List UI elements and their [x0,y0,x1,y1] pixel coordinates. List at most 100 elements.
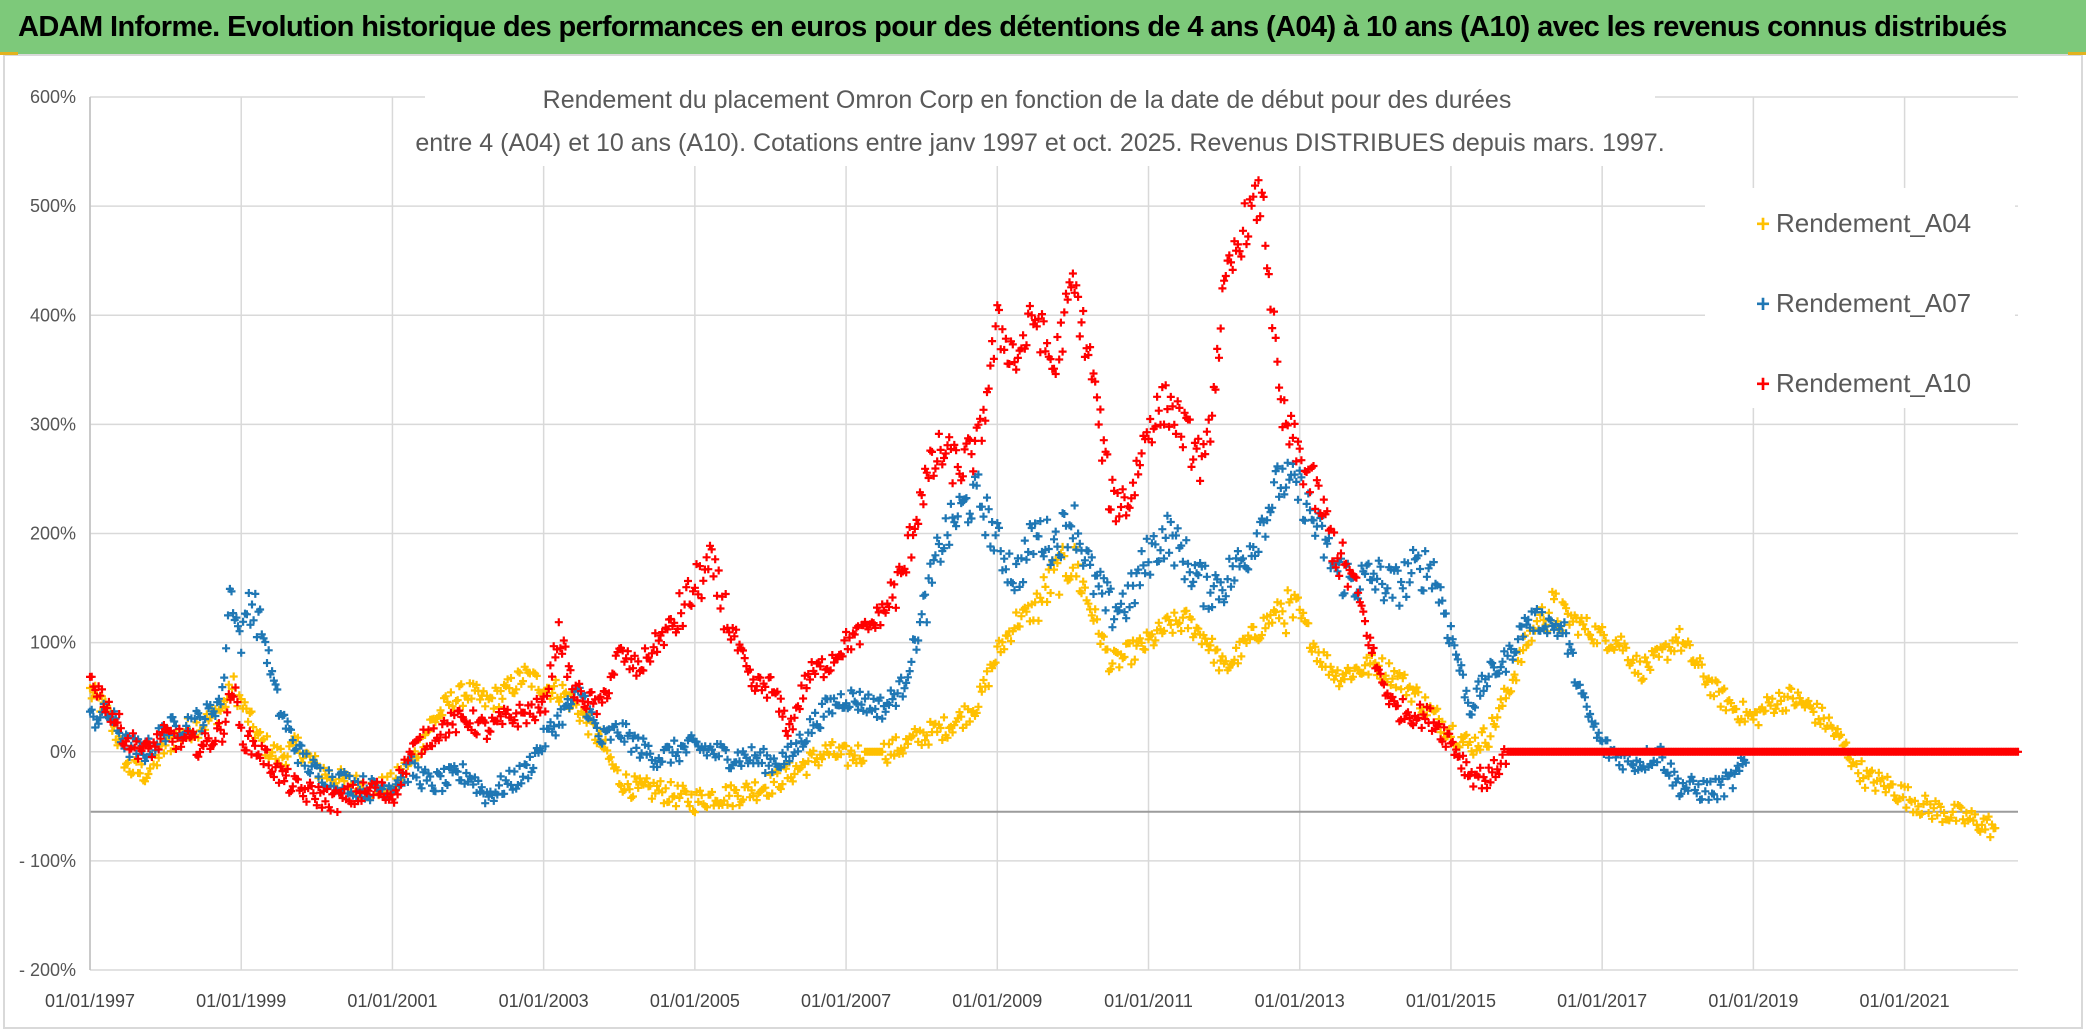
point-Rendement_A04 [1068,563,1077,572]
point-Rendement_A07 [1677,789,1686,798]
point-Rendement_A10 [1270,307,1278,316]
point-Rendement_A04 [1854,769,1863,778]
point-Rendement_A04 [1168,628,1177,637]
point-Rendement_A07 [224,611,232,620]
point-Rendement_A10 [1213,344,1222,353]
point-Rendement_A07 [1687,772,1696,781]
point-Rendement_A10 [1488,768,1497,777]
point-Rendement_A07 [249,616,258,625]
point-Rendement_A04 [890,751,899,760]
point-Rendement_A07 [273,685,282,694]
point-Rendement_A10 [1079,307,1088,315]
point-Rendement_A07 [632,743,641,752]
point-Rendement_A10 [333,808,342,816]
point-Rendement_A04 [1936,802,1945,811]
point-Rendement_A04 [1149,641,1158,650]
point-Rendement_A07 [1165,548,1174,557]
point-Rendement_A07 [912,645,921,654]
point-Rendement_A10 [1294,437,1302,446]
point-Rendement_A07 [1190,561,1199,570]
point-Rendement_A04 [1833,725,1842,734]
point-Rendement_A10 [730,632,739,641]
point-Rendement_A10 [1251,181,1259,190]
point-Rendement_A10 [123,734,132,743]
point-Rendement_A10 [639,666,648,675]
point-Rendement_A10 [1376,669,1385,678]
point-Rendement_A10 [1263,264,1272,273]
point-Rendement_A07 [1701,787,1710,796]
legend: + Rendement_A04 + Rendement_A07 + Rendem… [1705,188,2015,408]
point-Rendement_A04 [1721,706,1730,715]
point-Rendement_A07 [931,551,940,560]
point-Rendement_A04 [532,671,541,680]
point-Rendement_A07 [594,732,603,741]
point-Rendement_A07 [239,617,248,626]
point-Rendement_A07 [934,540,943,548]
point-Rendement_A04 [802,770,811,779]
point-Rendement_A10 [1306,488,1314,497]
point-Rendement_A10 [173,733,182,742]
point-Rendement_A07 [1498,657,1507,666]
point-Rendement_A10 [251,741,259,750]
point-Rendement_A07 [264,646,273,655]
point-Rendement_A04 [1386,681,1395,690]
point-Rendement_A10 [551,653,560,662]
point-Rendement_A10 [336,789,345,798]
point-Rendement_A04 [847,746,856,755]
point-Rendement_A07 [977,502,986,511]
point-Rendement_A10 [1172,429,1180,438]
point-Rendement_A10 [1051,370,1060,378]
point-Rendement_A07 [625,729,634,737]
point-Rendement_A10 [948,479,957,488]
point-Rendement_A07 [764,761,773,770]
point-Rendement_A10 [1089,369,1098,378]
point-Rendement_A04 [87,694,96,703]
point-Rendement_A07 [469,780,478,789]
point-Rendement_A04 [1154,618,1163,627]
point-Rendement_A07 [708,745,716,754]
point-Rendement_A07 [1374,556,1383,565]
point-Rendement_A10 [1486,778,1495,787]
point-Rendement_A10 [302,797,311,806]
point-Rendement_A07 [1398,584,1407,593]
point-Rendement_A07 [125,752,134,761]
point-Rendement_A04 [1271,608,1280,617]
point-Rendement_A10 [403,756,412,765]
point-Rendement_A04 [1696,654,1705,663]
point-Rendement_A07 [1512,648,1521,656]
point-Rendement_A10 [495,708,503,717]
point-Rendement_A10 [763,693,771,702]
point-Rendement_A07 [246,620,255,629]
point-Rendement_A07 [132,749,141,758]
point-Rendement_A07 [94,719,103,728]
point-Rendement_A10 [1196,476,1205,485]
point-Rendement_A07 [1266,508,1275,517]
point-Rendement_A04 [1340,675,1349,684]
point-Rendement_A04 [1976,827,1985,836]
point-Rendement_A04 [1299,608,1308,617]
point-Rendement_A04 [1268,618,1277,627]
point-Rendement_A07 [989,546,998,555]
point-Rendement_A07 [1460,693,1469,702]
point-Rendement_A07 [1483,682,1491,691]
point-Rendement_A10 [472,730,481,739]
point-Rendement_A10 [950,440,959,449]
point-Rendement_A07 [781,752,790,761]
point-Rendement_A10 [1072,281,1081,290]
point-Rendement_A07 [283,717,292,726]
point-Rendement_A10 [104,697,113,706]
point-Rendement_A07 [780,760,789,768]
point-Rendement_A04 [661,784,670,793]
point-Rendement_A07 [1694,780,1703,789]
point-Rendement_A07 [1031,519,1040,528]
point-Rendement_A10 [244,731,253,740]
point-Rendement_A07 [222,644,231,653]
point-Rendement_A04 [984,682,993,691]
point-Rendement_A07 [794,747,802,756]
point-Rendement_A04 [656,777,665,786]
point-Rendement_A07 [515,761,524,770]
point-Rendement_A04 [1127,660,1136,669]
point-Rendement_A04 [883,758,892,767]
point-Rendement_A07 [1706,777,1715,786]
point-Rendement_A04 [828,738,837,747]
